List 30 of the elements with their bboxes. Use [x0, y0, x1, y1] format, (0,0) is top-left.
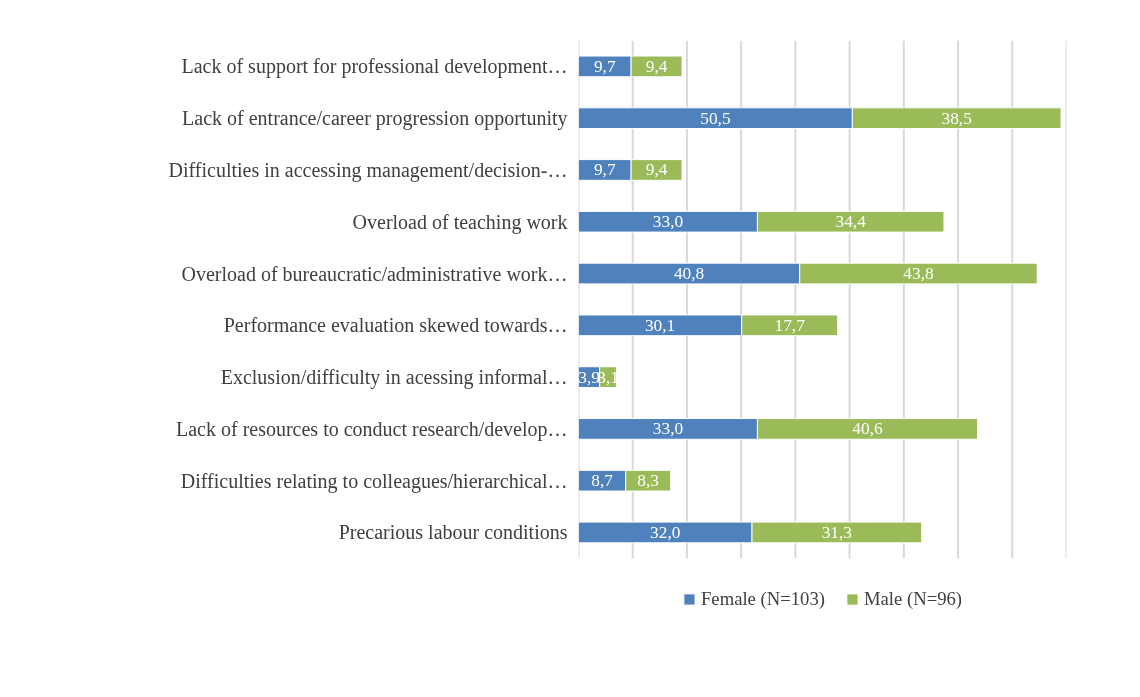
- data-label: 43,8: [903, 264, 934, 284]
- data-label: 17,7: [774, 315, 806, 335]
- data-label: 8,3: [637, 471, 660, 491]
- legend-label: Male (N=96): [863, 588, 963, 610]
- y-tick-label: Difficulties in accessing management/decision-…: [168, 158, 568, 182]
- data-label: 9,4: [645, 56, 668, 76]
- y-tick-label: Overload of teaching work: [352, 210, 568, 234]
- y-tick-label: Overload of bureaucratic/administrative work…: [181, 262, 568, 285]
- data-label: 32,0: [650, 522, 681, 542]
- y-tick-label: Lack of support for professional development…: [181, 55, 568, 79]
- data-label: 33,0: [652, 212, 684, 232]
- y-tick-label: Precarious labour conditions: [338, 521, 568, 544]
- data-label: 9,7: [593, 56, 616, 76]
- data-label: 40,8: [673, 264, 705, 284]
- data-label: 30,1: [644, 315, 676, 335]
- legend-label: Female (N=103): [700, 588, 825, 610]
- y-tick-label: Exclusion/difficulty in acessing informal…: [220, 366, 568, 390]
- data-label: 40,6: [852, 419, 883, 439]
- data-label: 50,5: [700, 108, 731, 128]
- data-label: 38,5: [941, 108, 972, 128]
- data-label: 31,3: [821, 522, 853, 542]
- data-label: 8,7: [591, 471, 614, 491]
- y-tick-label: Performance evaluation skewed towards…: [223, 314, 568, 337]
- data-label: 9,7: [593, 160, 616, 180]
- y-tick-label: Difficulties relating to colleagues/hierarchical…: [180, 469, 568, 493]
- y-tick-label: Lack of resources to conduct research/develop…: [176, 417, 568, 441]
- y-tick-label: Lack of entrance/career progression opportunity: [182, 107, 568, 131]
- data-label: 33,0: [652, 419, 684, 439]
- data-label: 34,4: [835, 212, 867, 232]
- data-label: 9,4: [645, 160, 668, 180]
